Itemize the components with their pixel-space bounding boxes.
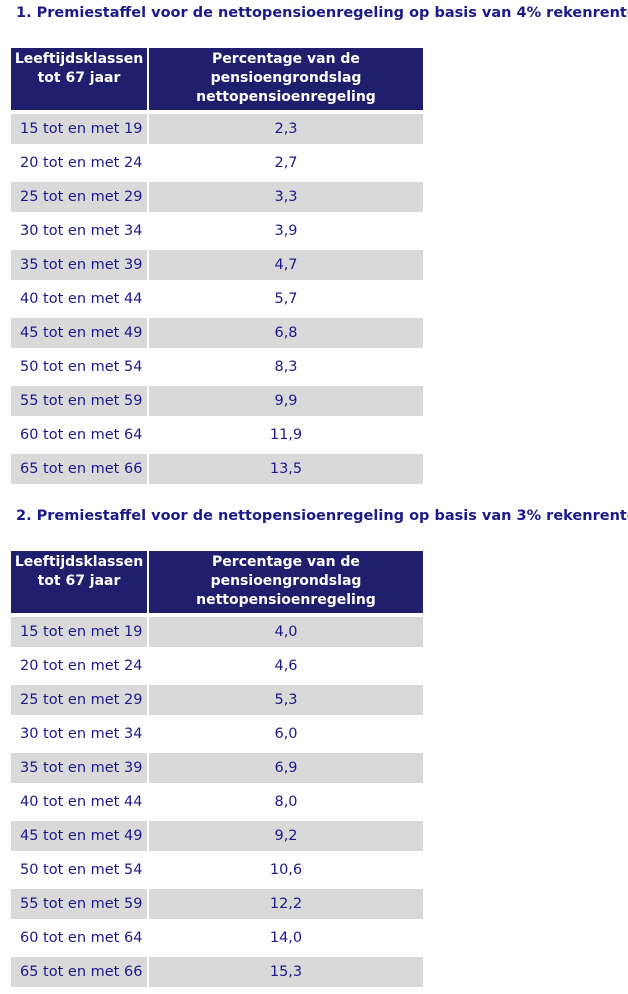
percentage-cell: 2,3: [149, 110, 423, 144]
percentage-cell: 14,0: [149, 919, 423, 953]
percentage-cell: 3,9: [149, 212, 423, 246]
percentage-cell: 5,7: [149, 280, 423, 314]
table-row: 50 tot en met 54 8,3: [11, 348, 423, 382]
percentage-cell: 5,3: [149, 681, 423, 715]
table-row: 25 tot en met 29 3,3: [11, 178, 423, 212]
age-class-cell: 30 tot en met 34: [11, 212, 149, 246]
age-class-cell: 40 tot en met 44: [11, 280, 149, 314]
age-class-cell: 55 tot en met 59: [11, 885, 149, 919]
premiestaffel-table-3-percent: Leeftijdsklassen tot 67 jaar Percentage …: [11, 551, 423, 987]
table-row: 50 tot en met 54 10,6: [11, 851, 423, 885]
age-class-cell: 45 tot en met 49: [11, 817, 149, 851]
header-line: tot 67 jaar: [37, 70, 121, 86]
table-header-row: Leeftijdsklassen tot 67 jaar Percentage …: [11, 551, 423, 613]
table-header-row: Leeftijdsklassen tot 67 jaar Percentage …: [11, 48, 423, 110]
column-header-age-classes: Leeftijdsklassen tot 67 jaar: [11, 48, 149, 110]
age-class-cell: 65 tot en met 66: [11, 450, 149, 484]
percentage-cell: 9,2: [149, 817, 423, 851]
age-class-cell: 40 tot en met 44: [11, 783, 149, 817]
percentage-cell: 11,9: [149, 416, 423, 450]
table-row: 55 tot en met 59 9,9: [11, 382, 423, 416]
header-line: pensioengrondslag: [210, 70, 362, 86]
premiestaffel-table-4-percent: Leeftijdsklassen tot 67 jaar Percentage …: [11, 48, 423, 484]
percentage-cell: 6,8: [149, 314, 423, 348]
percentage-cell: 2,7: [149, 144, 423, 178]
header-line: Leeftijdsklassen: [14, 554, 144, 570]
age-class-cell: 45 tot en met 49: [11, 314, 149, 348]
age-class-cell: 60 tot en met 64: [11, 919, 149, 953]
age-class-cell: 15 tot en met 19: [11, 110, 149, 144]
table-row: 20 tot en met 24 2,7: [11, 144, 423, 178]
table-row: 65 tot en met 66 13,5: [11, 450, 423, 484]
table-row: 65 tot en met 66 15,3: [11, 953, 423, 987]
table-row: 15 tot en met 19 2,3: [11, 110, 423, 144]
table-row: 25 tot en met 29 5,3: [11, 681, 423, 715]
table-body: 15 tot en met 19 4,0 20 tot en met 24 4,6 25…: [11, 613, 423, 987]
table-row: 35 tot en met 39 6,9: [11, 749, 423, 783]
table-body: 15 tot en met 19 2,3 20 tot en met 24 2,7 25…: [11, 110, 423, 484]
percentage-cell: 8,0: [149, 783, 423, 817]
age-class-cell: 65 tot en met 66: [11, 953, 149, 987]
age-class-cell: 35 tot en met 39: [11, 749, 149, 783]
table-row: 30 tot en met 34 6,0: [11, 715, 423, 749]
table-row: 60 tot en met 64 14,0: [11, 919, 423, 953]
header-line: nettopensioenregeling: [196, 89, 376, 105]
percentage-cell: 9,9: [149, 382, 423, 416]
header-line: Percentage van de: [212, 554, 360, 570]
table-row: 55 tot en met 59 12,2: [11, 885, 423, 919]
header-line: tot 67 jaar: [37, 573, 121, 589]
section-heading-4-percent: 1. Premiestaffel voor de nettopensioenre…: [16, 5, 628, 21]
percentage-cell: 12,2: [149, 885, 423, 919]
header-line: Percentage van de: [212, 51, 360, 67]
age-class-cell: 15 tot en met 19: [11, 613, 149, 647]
percentage-cell: 15,3: [149, 953, 423, 987]
table-row: 15 tot en met 19 4,0: [11, 613, 423, 647]
column-header-percentage: Percentage van de pensioengrondslag nett…: [149, 48, 423, 110]
table-row: 35 tot en met 39 4,7: [11, 246, 423, 280]
age-class-cell: 25 tot en met 29: [11, 178, 149, 212]
column-header-percentage: Percentage van de pensioengrondslag nett…: [149, 551, 423, 613]
age-class-cell: 30 tot en met 34: [11, 715, 149, 749]
age-class-cell: 60 tot en met 64: [11, 416, 149, 450]
header-line: Leeftijdsklassen: [14, 51, 144, 67]
age-class-cell: 50 tot en met 54: [11, 851, 149, 885]
header-line: nettopensioenregeling: [196, 592, 376, 608]
header-line: pensioengrondslag: [210, 573, 362, 589]
column-header-age-classes: Leeftijdsklassen tot 67 jaar: [11, 551, 149, 613]
table-row: 45 tot en met 49 9,2: [11, 817, 423, 851]
percentage-cell: 6,0: [149, 715, 423, 749]
table-row: 20 tot en met 24 4,6: [11, 647, 423, 681]
percentage-cell: 4,7: [149, 246, 423, 280]
table-row: 60 tot en met 64 11,9: [11, 416, 423, 450]
age-class-cell: 50 tot en met 54: [11, 348, 149, 382]
percentage-cell: 3,3: [149, 178, 423, 212]
table-row: 40 tot en met 44 5,7: [11, 280, 423, 314]
table-row: 30 tot en met 34 3,9: [11, 212, 423, 246]
age-class-cell: 25 tot en met 29: [11, 681, 149, 715]
percentage-cell: 8,3: [149, 348, 423, 382]
percentage-cell: 6,9: [149, 749, 423, 783]
percentage-cell: 13,5: [149, 450, 423, 484]
percentage-cell: 10,6: [149, 851, 423, 885]
age-class-cell: 20 tot en met 24: [11, 647, 149, 681]
table-row: 45 tot en met 49 6,8: [11, 314, 423, 348]
section-heading-3-percent: 2. Premiestaffel voor de nettopensioenre…: [16, 508, 628, 524]
percentage-cell: 4,6: [149, 647, 423, 681]
age-class-cell: 55 tot en met 59: [11, 382, 149, 416]
age-class-cell: 35 tot en met 39: [11, 246, 149, 280]
age-class-cell: 20 tot en met 24: [11, 144, 149, 178]
percentage-cell: 4,0: [149, 613, 423, 647]
table-row: 40 tot en met 44 8,0: [11, 783, 423, 817]
